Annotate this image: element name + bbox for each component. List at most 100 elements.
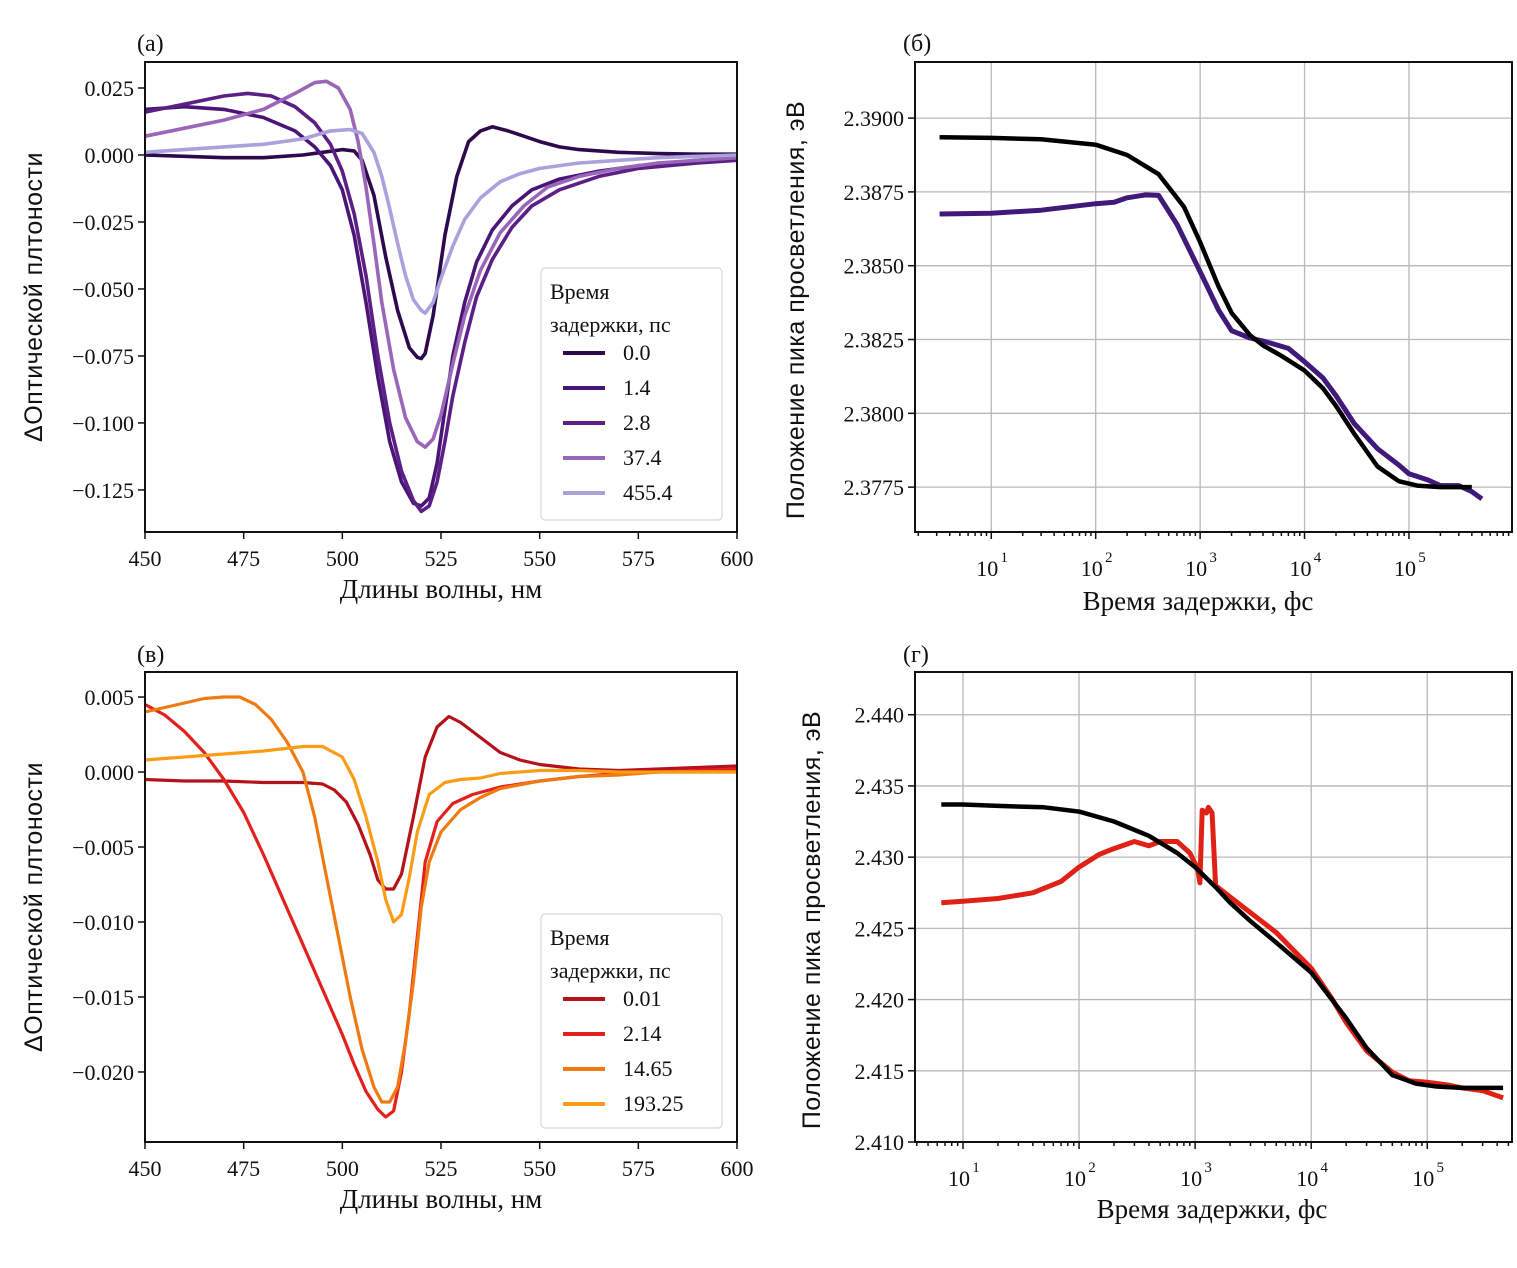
y-axis-label: Положение пика просветления, эВ: [798, 711, 826, 1129]
x-tick-label-exponent: 1: [1001, 550, 1009, 566]
legend-title: Время: [550, 279, 609, 304]
y-axis-label: ΔОптической плтоности: [20, 762, 48, 1052]
x-tick-label: 10: [1064, 1166, 1086, 1191]
series-line-fit: [939, 135, 1472, 490]
x-tick-label: 10: [976, 556, 998, 581]
x-tick-label: 10: [1412, 1166, 1434, 1191]
y-tick-label: 2.3825: [844, 328, 905, 353]
x-ticks: 10 1 10 2 10 3 10 4 10 5: [917, 532, 1510, 581]
series-line-0-01: [144, 714, 738, 891]
y-tick-label: 2.440: [855, 703, 905, 728]
legend-entry-label: 1.4: [623, 375, 651, 400]
x-tick-label-exponent: 4: [1320, 1160, 1328, 1176]
panel-b-peak-position: (б) 10 1 10 2 10 3 10 4 10 5 2.39002.38752.38502.…: [782, 31, 1513, 616]
legend-entry-label: 0.01: [623, 986, 662, 1011]
x-tick-label: 450: [129, 1156, 162, 1181]
x-tick-label: 10: [1394, 556, 1416, 581]
x-tick-label: 10: [1081, 556, 1103, 581]
y-tick-label: 0.000: [85, 760, 135, 785]
y-tick-label: −0.005: [72, 835, 134, 860]
y-tick-label: −0.050: [72, 277, 134, 302]
legend: Время задержки, пс 0.0 1.4 2.8 37.4 455.4: [540, 267, 723, 521]
legend-box: [540, 913, 723, 1129]
y-tick-label: 0.000: [85, 143, 135, 168]
legend-title: задержки, пс: [550, 958, 671, 983]
series-line-data: [939, 192, 1484, 501]
grid-layer: [915, 62, 1512, 532]
legend-entry-label: 2.8: [623, 410, 651, 435]
y-tick-label: 2.410: [855, 1130, 905, 1155]
axes-frame: [914, 61, 1513, 533]
legend-entry-label: 2.14: [623, 1021, 662, 1046]
x-axis-label: Длины волны, нм: [340, 1184, 543, 1214]
series-line-0-0: [144, 125, 737, 361]
x-tick-label: 475: [227, 546, 260, 571]
x-tick-label-exponent: 3: [1204, 1160, 1212, 1176]
x-tick-label: 525: [425, 1156, 458, 1181]
y-tick-label: 2.425: [855, 916, 905, 941]
series-line-37-4: [144, 79, 738, 449]
y-tick-label: −0.100: [72, 411, 134, 436]
x-tick-label-exponent: 2: [1088, 1160, 1096, 1176]
series-line-455-4: [144, 127, 738, 315]
y-tick-label: 0.025: [85, 76, 135, 101]
series-layer: [144, 695, 738, 1119]
panel-g-peak-position: (г) 10 1 10 2 10 3 10 4 10 5 2.4402.4352.4302.425…: [798, 642, 1513, 1224]
x-tick-label: 10: [1290, 556, 1312, 581]
series-line-2-8: [144, 91, 738, 514]
x-tick-label: 525: [425, 546, 458, 571]
legend-entry-label: 0.0: [623, 340, 651, 365]
y-ticks: 2.440 2.435 2.430 2.425 2.420 2.415 2.410: [855, 703, 915, 1155]
y-tick-label: −0.025: [72, 210, 134, 235]
legend-entry-label: 455.4: [623, 480, 673, 505]
y-tick-label: 2.430: [855, 845, 905, 870]
x-tick-label-exponent: 5: [1437, 1160, 1445, 1176]
y-ticks: 2.3900 2.3875 2.3850 2.3825 2.3800 2.3775: [844, 106, 915, 500]
x-tick-label: 550: [523, 1156, 556, 1181]
y-tick-label: 2.3800: [844, 401, 905, 426]
x-tick-label: 600: [721, 546, 754, 571]
grid-layer: [915, 672, 1512, 1143]
x-tick-label: 10: [948, 1166, 970, 1191]
x-axis-label: Время задержки, фс: [1097, 1194, 1328, 1224]
y-tick-label: −0.015: [72, 985, 134, 1010]
x-tick-label: 475: [227, 1156, 260, 1181]
x-tick-label: 10: [1180, 1166, 1202, 1191]
panel-label-g: (г): [903, 642, 929, 668]
panel-label-a: (а): [137, 31, 164, 57]
x-tick-label: 500: [326, 546, 359, 571]
x-tick-label: 575: [622, 546, 655, 571]
y-tick-label: −0.020: [72, 1060, 134, 1085]
x-tick-label-exponent: 5: [1418, 550, 1426, 566]
x-tick-label-exponent: 2: [1105, 550, 1113, 566]
x-tick-label: 450: [129, 546, 162, 571]
series-layer: [144, 79, 738, 514]
legend: Время задержки, пс 0.01 2.14 14.65 193.25: [540, 913, 723, 1129]
x-tick-label: 10: [1296, 1166, 1318, 1191]
y-tick-label: 2.420: [855, 988, 905, 1013]
series-line-193-25: [144, 744, 737, 924]
series-line-14-65: [144, 695, 737, 1104]
x-tick-label-exponent: 4: [1314, 550, 1322, 566]
x-tick-label: 10: [1185, 556, 1207, 581]
y-tick-label: −0.125: [72, 478, 134, 503]
x-tick-label: 600: [721, 1156, 754, 1181]
series-layer: [939, 135, 1484, 501]
panel-label-b: (б): [903, 31, 931, 57]
x-tick-label-exponent: 3: [1209, 550, 1217, 566]
y-tick-label: −0.075: [72, 344, 134, 369]
y-ticks: 0.005 0.000 −0.005 −0.010 −0.015 −0.020: [72, 685, 145, 1085]
y-tick-label: 2.3850: [844, 254, 905, 279]
y-tick-label: 2.3775: [844, 475, 905, 500]
y-tick-label: 2.435: [855, 774, 905, 799]
x-axis-label: Длины волны, нм: [340, 574, 543, 604]
y-tick-label: 2.3900: [844, 106, 905, 131]
legend-title: задержки, пс: [550, 312, 671, 337]
y-tick-label: 2.415: [855, 1059, 905, 1084]
x-tick-label: 550: [523, 546, 556, 571]
x-tick-label: 575: [622, 1156, 655, 1181]
y-axis-label: Положение пика просветления, эВ: [782, 101, 810, 519]
y-ticks: 0.025 0.000 −0.025 −0.050 −0.075 −0.100 −0.125: [72, 76, 145, 503]
series-line-fit: [941, 802, 1504, 1091]
